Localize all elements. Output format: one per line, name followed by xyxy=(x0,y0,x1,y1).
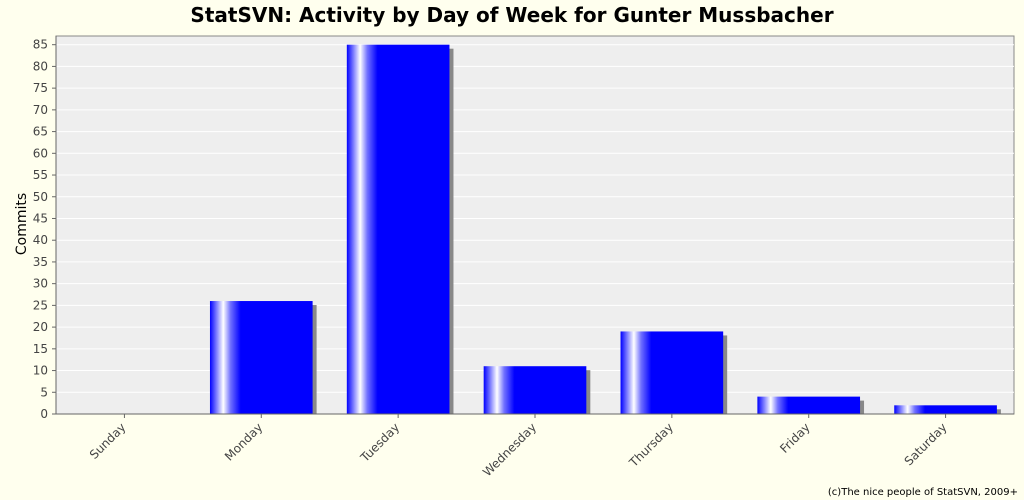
y-tick-label: 25 xyxy=(33,298,48,312)
y-tick-label: 55 xyxy=(33,168,48,182)
x-tick-label: Monday xyxy=(222,420,265,463)
y-tick-label: 65 xyxy=(33,125,48,139)
x-axis-ticks: Sunday Monday Tuesday Wednesday Thursday Frid… xyxy=(56,413,1014,479)
y-tick-label: 75 xyxy=(33,81,48,95)
y-tick-label: 70 xyxy=(33,103,48,117)
y-tick-label: 85 xyxy=(33,38,48,52)
plot-area xyxy=(55,35,1015,415)
y-tick-label: 35 xyxy=(33,255,48,269)
y-tick-label: 20 xyxy=(33,320,48,334)
y-tick-label: 30 xyxy=(33,277,48,291)
x-tick-label: Wednesday xyxy=(480,420,539,479)
bar-friday xyxy=(757,396,861,414)
y-tick-label: 60 xyxy=(33,146,48,160)
x-tick-label: Tuesday xyxy=(357,420,402,465)
bar-wednesday xyxy=(483,366,587,414)
x-tick-label: Friday xyxy=(777,420,813,456)
bar-monday xyxy=(209,301,313,414)
y-tick-label: 0 xyxy=(40,407,48,421)
footer-credit: (c)The nice people of StatSVN, 2009+ xyxy=(828,487,1018,498)
y-axis-label: Commits xyxy=(14,193,30,255)
bar-saturday xyxy=(894,405,997,414)
bar-thursday xyxy=(620,331,724,414)
y-tick-label: 45 xyxy=(33,211,48,225)
y-tick-label: 10 xyxy=(33,364,48,378)
plot-background xyxy=(55,35,1015,415)
x-tick-label: Saturday xyxy=(902,420,950,468)
y-tick-label: 5 xyxy=(40,385,48,399)
chart-title: StatSVN: Activity by Day of Week for Gun… xyxy=(190,3,833,27)
bar-tuesday xyxy=(346,44,450,414)
bars xyxy=(209,44,1001,414)
y-tick-label: 40 xyxy=(33,233,48,247)
y-tick-label: 15 xyxy=(33,342,48,356)
x-tick-label: Sunday xyxy=(87,420,129,462)
x-tick-label: Thursday xyxy=(626,420,676,470)
y-axis-ticks: 0 5 10 15 20 25 30 35 40 45 50 55 60 65 70 75 80 85 xyxy=(33,36,57,421)
y-tick-label: 50 xyxy=(33,190,48,204)
y-tick-label: 80 xyxy=(33,59,48,73)
